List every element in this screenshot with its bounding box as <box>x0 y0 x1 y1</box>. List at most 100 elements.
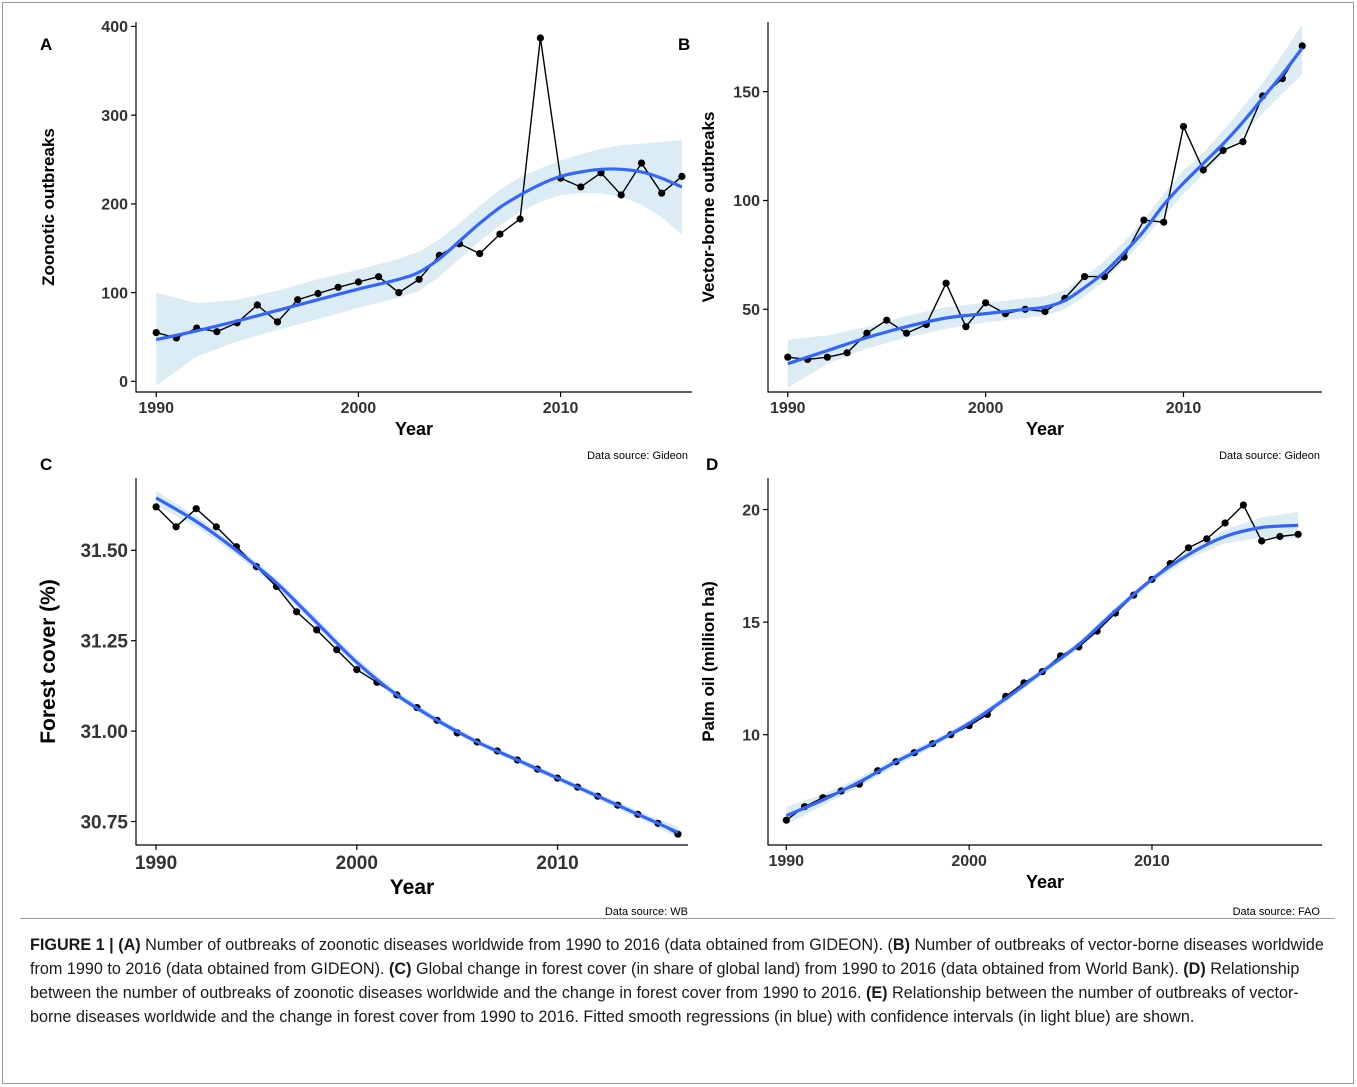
y-tick-label: 200 <box>101 197 128 214</box>
data-point <box>333 646 341 654</box>
data-point <box>658 189 666 197</box>
data-point <box>962 323 970 331</box>
data-point <box>313 626 321 634</box>
data-point <box>678 172 686 180</box>
data-point <box>1199 166 1207 174</box>
data-point <box>1184 544 1193 552</box>
y-tick-label: 31.25 <box>80 632 128 653</box>
data-point <box>496 230 504 238</box>
x-axis-title: Year <box>395 419 433 439</box>
data-point <box>1258 537 1266 545</box>
caption-text-a: Number of outbreaks of zoonotic diseases… <box>140 936 893 954</box>
y-axis-title: Vector-borne outbreaks <box>699 112 718 303</box>
data-source-note: Data source: FAO <box>1233 906 1321 918</box>
x-tick-label: 1990 <box>138 400 174 417</box>
data-point <box>172 523 180 531</box>
panel-b: 1990 2000 2010 50 100 150 Year Vector-borne out… <box>678 22 1322 462</box>
y-tick-label: 15 <box>742 615 760 632</box>
x-axis-title: Year <box>1026 419 1064 439</box>
x-tick-label: 2010 <box>1166 400 1202 417</box>
data-point <box>213 328 221 336</box>
data-point <box>1160 218 1168 226</box>
x-tick-label: 2010 <box>543 400 579 417</box>
data-point <box>982 299 990 307</box>
data-point <box>1219 146 1227 154</box>
y-tick-label: 150 <box>733 84 760 101</box>
x-tick-label: 2010 <box>536 853 578 874</box>
data-point <box>354 278 362 286</box>
x-tick-label: 2000 <box>951 853 987 870</box>
caption-text-e: Relationship between the number of outbr… <box>30 984 1299 1026</box>
data-point <box>152 503 160 511</box>
data-point <box>883 316 891 324</box>
observed-line <box>155 506 679 835</box>
data-point <box>1203 535 1211 543</box>
y-axis-title: Palm oil (million ha) <box>699 581 718 742</box>
y-axis-title: Forest cover (%) <box>37 579 60 744</box>
x-tick-label: 2000 <box>341 400 377 417</box>
data-point <box>617 191 625 199</box>
data-point <box>863 329 871 337</box>
y-tick-label: 100 <box>733 193 760 210</box>
data-point <box>1221 519 1229 527</box>
x-tick-label: 2010 <box>1134 853 1170 870</box>
caption-label-b: B) <box>892 936 910 954</box>
y-tick-label: 31.50 <box>80 541 128 562</box>
data-point <box>294 296 302 304</box>
panel-c: 1990 2000 2010 30.75 31.00 31.25 31.50 Year Fore… <box>37 455 688 918</box>
data-point <box>1081 273 1089 281</box>
data-point <box>1041 307 1049 316</box>
data-point <box>843 349 851 357</box>
y-tick-label: 400 <box>101 19 128 36</box>
caption-text-b: Number of outbreaks of vector-borne dise… <box>30 936 1324 978</box>
observed-line <box>785 503 1299 821</box>
x-tick-label: 1990 <box>770 400 806 417</box>
data-point <box>942 279 950 287</box>
y-tick-label: 300 <box>101 108 128 125</box>
y-tick-label: 20 <box>742 502 760 519</box>
caption-label-e: (E) <box>865 984 888 1002</box>
data-point <box>314 289 322 298</box>
data-point <box>1239 501 1247 509</box>
data-point <box>1276 532 1284 541</box>
y-tick-label: 50 <box>742 302 760 319</box>
data-point <box>273 318 282 326</box>
data-point <box>577 183 585 191</box>
data-point <box>353 666 361 674</box>
data-source-note: Data source: Gideon <box>587 450 688 462</box>
x-tick-label: 2000 <box>336 853 378 874</box>
panel-a: 1990 2000 2010 0 100 200 300 400 Year Zoonotic ou… <box>39 19 692 462</box>
data-point <box>415 275 423 283</box>
fitted-line <box>155 167 683 342</box>
y-tick-label: 31.00 <box>80 722 128 743</box>
data-point <box>293 608 301 616</box>
data-point <box>823 353 832 361</box>
fitted-line <box>155 496 679 834</box>
y-tick-label: 30.75 <box>80 812 128 833</box>
ci-band <box>156 140 682 386</box>
caption-label-a: (A) <box>118 936 141 954</box>
x-axis-title: Year <box>1026 872 1064 892</box>
caption-label-c: (C) <box>389 960 412 978</box>
figure-caption: FIGURE 1 | (A) Number of outbreaks of zo… <box>20 918 1335 1068</box>
x-tick-label: 1990 <box>135 853 177 874</box>
x-axis-title: Year <box>390 876 434 899</box>
data-point <box>212 523 220 531</box>
data-point <box>395 289 403 297</box>
data-point <box>536 34 545 42</box>
y-axis-title: Zoonotic outbreaks <box>39 128 58 286</box>
data-point <box>1239 138 1247 146</box>
y-tick-label: 10 <box>742 727 760 744</box>
fitted-line <box>785 523 1299 818</box>
data-point <box>1294 530 1302 538</box>
data-point <box>192 505 200 513</box>
y-tick-label: 0 <box>119 374 128 391</box>
caption-text-d: Relationship between the number of outbr… <box>30 960 1300 1002</box>
data-point <box>782 816 790 824</box>
data-point <box>784 353 792 361</box>
panel-letter: D <box>706 455 718 474</box>
data-point <box>253 301 261 309</box>
ci-band <box>156 490 679 838</box>
